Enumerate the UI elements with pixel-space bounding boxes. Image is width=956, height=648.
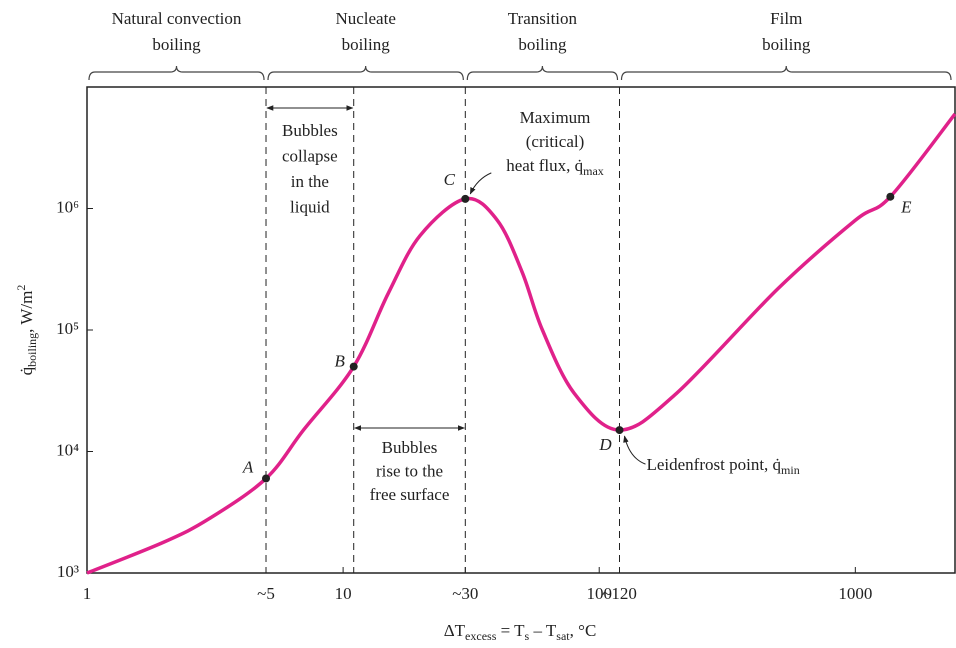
subscript: sat — [556, 629, 570, 643]
brace — [620, 65, 952, 81]
point — [615, 426, 624, 435]
annotation: in the — [291, 172, 329, 191]
point-label: B — [335, 351, 346, 370]
subscript: max — [583, 164, 604, 178]
annotation: (critical) — [526, 132, 585, 151]
x-tick-label: ~120 — [602, 584, 637, 603]
point — [461, 194, 470, 203]
region-label: boiling — [152, 35, 201, 54]
point — [262, 474, 271, 483]
pointer-arrow — [623, 435, 646, 465]
x-tick-label: ~30 — [452, 584, 478, 603]
x-tick-label: 1000 — [838, 584, 872, 603]
brace — [88, 65, 265, 81]
annotation: Bubbles — [282, 121, 338, 140]
x-axis-label: ΔTexcess = Ts – Tsat, °C — [444, 621, 597, 643]
region-label: boiling — [762, 35, 811, 54]
annotation: free surface — [370, 485, 450, 504]
region-label: Transition — [508, 9, 578, 28]
x-tick-label: ~5 — [257, 584, 275, 603]
subscript: min — [781, 463, 800, 477]
point — [349, 362, 358, 371]
subscript: s — [525, 629, 530, 643]
pointer-arrow — [469, 172, 492, 195]
text-part: = T — [496, 621, 525, 640]
text-part: , W/m — [17, 291, 36, 333]
annotation: Leidenfrost point, q̇min — [646, 455, 799, 477]
x-tick-label: 1 — [83, 584, 92, 603]
subscript: excess — [465, 629, 497, 643]
region-label: Film — [770, 9, 802, 28]
x-tick-label: 10 — [335, 584, 352, 603]
annotation: collapse — [282, 146, 338, 165]
annotation: Maximum — [520, 108, 591, 127]
text-part: Maximum — [520, 108, 591, 127]
annotation: liquid — [290, 197, 330, 216]
region-label: boiling — [342, 35, 391, 54]
region-label: Natural convection — [112, 9, 242, 28]
text-part: heat flux, q̇ — [506, 156, 583, 175]
y-axis-label: q̇boiling, W/m2 — [14, 285, 39, 376]
annotation: rise to the — [376, 461, 443, 480]
text-part: – T — [529, 621, 557, 640]
y-tick-label: 10⁵ — [56, 319, 79, 338]
point-label: C — [444, 170, 456, 189]
boiling-curve — [86, 112, 956, 575]
point-label: D — [598, 435, 612, 454]
y-tick-label: 10⁶ — [56, 197, 79, 216]
x-tick-label: 100 — [586, 584, 612, 603]
point-label: E — [900, 198, 912, 217]
text-part: Leidenfrost point, q̇ — [646, 455, 781, 474]
annotation: heat flux, q̇max — [506, 156, 604, 178]
y-tick-label: 10³ — [57, 562, 79, 581]
subscript: boiling — [25, 333, 39, 367]
y-tick-label: 10⁴ — [56, 440, 79, 459]
brace — [267, 65, 464, 81]
annotation: Bubbles — [382, 438, 438, 457]
region-label: Nucleate — [335, 9, 395, 28]
text-part: q̇ — [17, 366, 36, 375]
text-part: ΔT — [444, 621, 466, 640]
brace — [466, 65, 619, 81]
text-part: , °C — [570, 621, 597, 640]
superscript: 2 — [14, 285, 28, 291]
region-label: boiling — [518, 35, 567, 54]
point — [886, 192, 895, 201]
text-part: (critical) — [526, 132, 585, 151]
point-label: A — [242, 457, 254, 476]
